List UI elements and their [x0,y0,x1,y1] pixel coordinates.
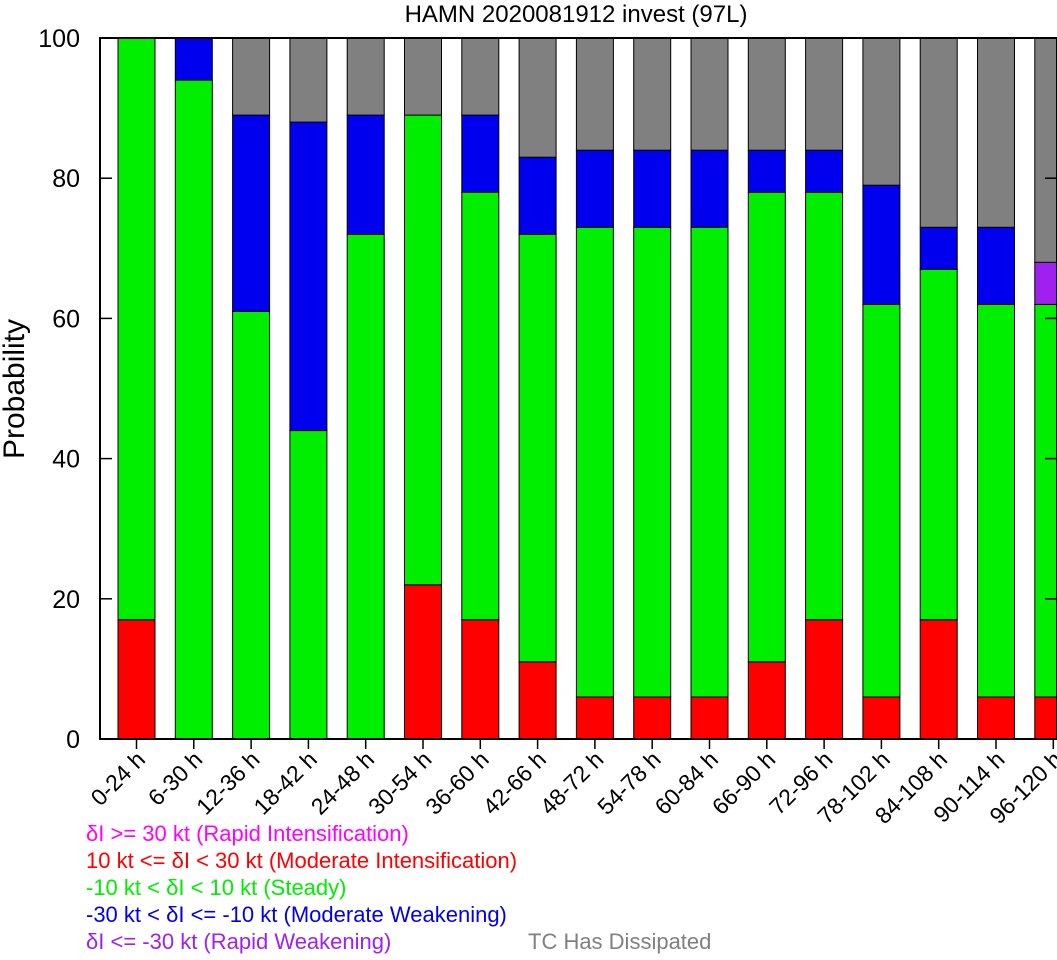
bar-segment-mod_weak-9 [633,149,672,228]
x-tick-label-0: 0-24 h [86,746,151,811]
bar-segment-steady-13 [862,303,901,698]
x-tick-label-3: 18-42 h [248,746,322,820]
bar-segment-mod_int-7 [518,661,557,740]
bar-segment-steady-2 [232,310,271,740]
bar-segment-dissipated-15 [977,37,1015,228]
x-tick-label-11: 66-90 h [707,746,781,820]
bar-segment-dissipated-12 [805,37,844,151]
bar-segment-mod_weak-4 [346,114,385,235]
x-tick-label-9: 54-78 h [592,746,666,820]
bar-segment-dissipated-5 [404,37,442,116]
x-tick-label-2: 12-36 h [191,746,265,820]
bar-segment-mod_weak-7 [518,156,557,235]
bar-segment-dissipated-7 [518,37,557,158]
bar-segment-mod_int-10 [690,696,729,740]
bar-segment-dissipated-13 [862,37,901,186]
bar-segment-mod_int-6 [461,619,500,740]
bar-segment-steady-11 [747,191,786,663]
bar-segment-mod_int-0 [117,619,156,740]
bar-segment-steady-7 [518,233,557,663]
bar-segment-mod_weak-15 [977,226,1015,305]
bar-segment-dissipated-3 [289,37,328,123]
bar-segment-mod_int-15 [977,696,1015,740]
bar-segment-dissipated-11 [747,37,786,151]
legend-rapid-weakening: δI <= -30 kt (Rapid Weakening) [86,929,392,954]
y-tick-label-60: 60 [52,305,80,333]
bar-segment-steady-14 [919,268,958,621]
bar-segment-steady-12 [805,191,844,621]
y-tick-label-80: 80 [52,165,80,193]
bar-segment-mod_int-12 [805,619,844,740]
plot-frame [99,37,1057,740]
y-tick-label-40: 40 [52,446,80,474]
bar-segment-dissipated-8 [575,37,614,151]
x-tick-label-10: 60-84 h [649,746,723,820]
bar-segment-steady-8 [575,226,614,698]
legend-dissipated: TC Has Dissipated [528,929,712,954]
bar-segment-steady-4 [346,233,385,740]
y-axis: 0 20 40 60 80 100 [38,25,1057,754]
bar-segment-rapid_weak-16 [1034,261,1057,305]
bar-segment-dissipated-10 [690,37,729,151]
legend-rapid-intensification: δI >= 30 kt (Rapid Intensification) [86,821,409,846]
bar-segment-steady-5 [404,114,442,586]
bar-segment-mod_int-16 [1034,696,1057,740]
bar-segment-steady-16 [1034,303,1057,698]
bar-segment-mod_weak-8 [575,149,614,228]
bar-segment-mod_int-11 [747,661,786,740]
bar-segment-steady-0 [117,37,156,621]
legend-steady: -10 kt < δI < 10 kt (Steady) [86,875,347,900]
bar-segment-mod_weak-6 [461,114,500,193]
legend-moderate-intensification: 10 kt <= δI < 30 kt (Moderate Intensific… [86,848,518,873]
bar-segment-steady-1 [174,79,213,740]
legend-moderate-weakening: -30 kt < δI <= -10 kt (Moderate Weakenin… [86,902,507,927]
x-axis: 0-24 h6-30 h12-36 h18-42 h24-48 h30-54 h… [86,739,1057,829]
bar-segment-mod_weak-11 [747,149,786,193]
bar-segment-steady-10 [690,226,729,698]
bar-segment-mod_int-14 [919,619,958,740]
bar-segment-dissipated-14 [919,37,958,228]
x-tick-label-8: 48-72 h [535,746,609,820]
bar-segment-dissipated-2 [232,37,271,116]
bar-segment-mod_weak-14 [919,226,958,270]
y-tick-label-0: 0 [66,726,80,754]
bar-segment-steady-9 [633,226,672,698]
bar-segment-mod_int-13 [862,696,901,740]
x-tick-label-7: 42-66 h [478,746,552,820]
y-axis-label: Probability [0,319,31,459]
y-tick-label-100: 100 [38,25,80,53]
legend: δI >= 30 kt (Rapid Intensification) 10 k… [86,820,711,955]
bar-segment-mod_int-9 [633,696,672,740]
bar-segment-steady-3 [289,430,328,740]
bar-segment-steady-15 [977,303,1015,698]
x-tick-label-6: 36-60 h [420,746,494,820]
x-tick-label-4: 24-48 h [306,746,380,820]
bar-segment-mod_int-8 [575,696,614,740]
chart-title: HAMN 2020081912 invest (97L) [405,1,748,28]
bar-segment-mod_weak-12 [805,149,844,193]
y-tick-label-20: 20 [52,586,80,614]
bar-segment-dissipated-6 [461,37,500,116]
bar-segment-mod_weak-10 [690,149,729,228]
bar-segment-mod_weak-2 [232,114,271,312]
bar-segment-steady-6 [461,191,500,621]
bar-segment-mod_weak-1 [174,37,213,81]
bar-segment-mod_weak-3 [289,121,328,431]
bar-segment-dissipated-9 [633,37,672,151]
bar-segment-mod_int-5 [404,584,442,740]
x-tick-label-5: 30-54 h [363,746,437,820]
bar-segment-mod_weak-13 [862,184,901,305]
bars-group [117,37,1057,740]
bar-segment-dissipated-16 [1034,37,1057,263]
bar-segment-dissipated-4 [346,37,385,116]
